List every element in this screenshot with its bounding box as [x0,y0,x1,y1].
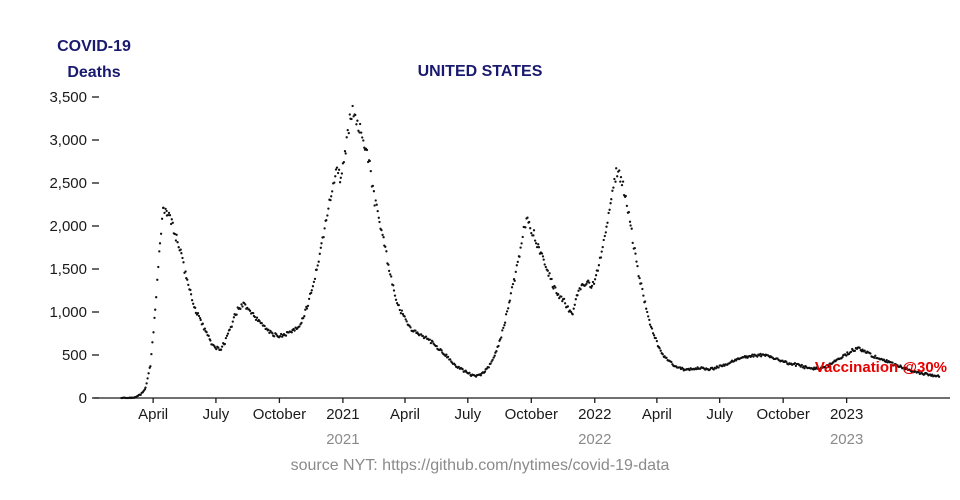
y-tick-label: 1,500 [49,261,87,278]
year-sublabel: 2022 [578,431,611,448]
y-tick-label: 1,000 [49,304,87,321]
data-points [120,104,941,400]
x-tick-label: 2022 [578,406,611,423]
y-axis-title: COVID-19 Deaths [38,34,150,86]
y-tick-label: 500 [62,347,87,364]
x-tick-label: 2021 [326,406,359,423]
y-axis-title-line1: COVID-19 [57,38,131,55]
y-tick-label: 2,500 [49,175,87,192]
vaccination-annotation: Vaccination @30% [814,359,947,376]
y-tick-label: 3,000 [49,132,87,149]
x-tick-label: July [454,406,481,423]
x-tick-label: July [203,406,230,423]
x-tick-label: July [706,406,733,423]
x-tick-label: April [642,406,672,423]
x-tick-label: October [756,406,809,423]
x-tick-label: 2023 [830,406,863,423]
y-tick-label: 3,500 [49,89,87,106]
chart-title: UNITED STATES [417,63,543,80]
source-caption: source NYT: https://github.com/nytimes/c… [290,457,670,474]
year-sublabel: 2021 [326,431,359,448]
y-axis-title-line2: Deaths [67,64,121,81]
y-tick-label: 0 [79,390,87,407]
x-tick-label: October [253,406,306,423]
year-sublabel: 2023 [830,431,863,448]
x-tick-label: April [390,406,420,423]
x-tick-label: October [505,406,558,423]
x-tick-label: April [138,406,168,423]
y-tick-label: 2,000 [49,218,87,235]
